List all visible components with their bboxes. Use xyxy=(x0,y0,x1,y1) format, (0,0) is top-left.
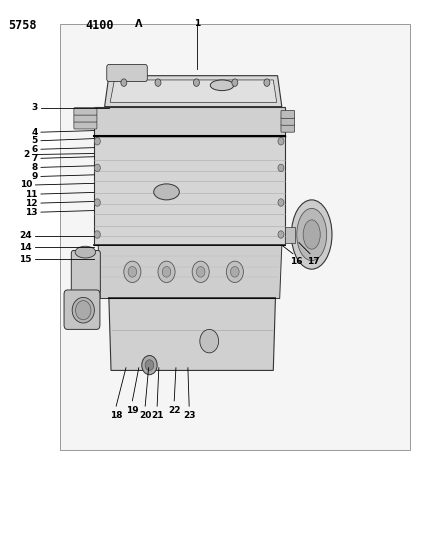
Circle shape xyxy=(141,356,157,375)
Circle shape xyxy=(155,79,161,86)
Polygon shape xyxy=(110,80,276,102)
Ellipse shape xyxy=(291,200,331,269)
Text: 11: 11 xyxy=(25,190,37,198)
Ellipse shape xyxy=(302,220,320,249)
FancyBboxPatch shape xyxy=(71,251,100,293)
Ellipse shape xyxy=(75,246,95,258)
Circle shape xyxy=(158,261,175,282)
Ellipse shape xyxy=(296,208,326,261)
Text: 3: 3 xyxy=(31,103,37,112)
FancyBboxPatch shape xyxy=(106,64,147,82)
Polygon shape xyxy=(94,107,285,136)
Circle shape xyxy=(199,329,218,353)
Text: 20: 20 xyxy=(139,411,151,421)
Polygon shape xyxy=(104,76,281,107)
Ellipse shape xyxy=(210,80,233,91)
Circle shape xyxy=(277,231,283,238)
Circle shape xyxy=(193,79,199,86)
Circle shape xyxy=(277,164,283,172)
Text: 18: 18 xyxy=(109,411,122,421)
Circle shape xyxy=(277,138,283,145)
Circle shape xyxy=(231,79,237,86)
Polygon shape xyxy=(285,227,294,243)
FancyBboxPatch shape xyxy=(74,115,97,122)
FancyBboxPatch shape xyxy=(280,110,294,118)
Text: 5: 5 xyxy=(31,136,37,145)
Text: 9: 9 xyxy=(31,172,37,181)
Circle shape xyxy=(145,360,153,370)
Text: 4: 4 xyxy=(31,128,37,136)
Circle shape xyxy=(94,231,100,238)
Ellipse shape xyxy=(153,184,179,200)
Circle shape xyxy=(263,79,269,86)
Circle shape xyxy=(124,261,141,282)
Text: 5758: 5758 xyxy=(9,19,37,31)
Text: 7: 7 xyxy=(31,154,37,163)
Text: 6: 6 xyxy=(31,145,37,154)
Text: 4100: 4100 xyxy=(85,19,114,31)
Text: 10: 10 xyxy=(20,181,32,189)
Text: 24: 24 xyxy=(19,231,32,240)
FancyBboxPatch shape xyxy=(74,108,97,115)
Circle shape xyxy=(75,301,91,320)
Circle shape xyxy=(230,266,239,277)
Text: 13: 13 xyxy=(25,208,37,216)
Circle shape xyxy=(162,266,170,277)
Text: 1: 1 xyxy=(194,19,200,28)
Circle shape xyxy=(94,164,100,172)
Circle shape xyxy=(94,199,100,206)
Bar xyxy=(60,24,409,450)
Circle shape xyxy=(192,261,209,282)
Text: 15: 15 xyxy=(20,255,32,263)
Text: 8: 8 xyxy=(31,163,37,172)
Text: Λ: Λ xyxy=(134,19,142,29)
Circle shape xyxy=(121,79,127,86)
Text: 2: 2 xyxy=(23,150,29,159)
Circle shape xyxy=(196,266,204,277)
Text: 17: 17 xyxy=(307,257,320,266)
Circle shape xyxy=(94,138,100,145)
Text: 23: 23 xyxy=(182,411,195,421)
Text: 14: 14 xyxy=(19,243,32,252)
Text: 22: 22 xyxy=(167,406,180,415)
Polygon shape xyxy=(94,136,285,245)
Circle shape xyxy=(226,261,243,282)
Circle shape xyxy=(277,199,283,206)
FancyBboxPatch shape xyxy=(280,117,294,125)
Text: 16: 16 xyxy=(290,257,302,266)
Text: 19: 19 xyxy=(126,406,138,415)
FancyBboxPatch shape xyxy=(64,290,100,329)
FancyBboxPatch shape xyxy=(74,122,97,129)
FancyBboxPatch shape xyxy=(280,124,294,132)
Text: 12: 12 xyxy=(25,199,37,207)
Polygon shape xyxy=(98,245,281,298)
Text: 21: 21 xyxy=(150,411,163,421)
Polygon shape xyxy=(109,298,275,370)
Ellipse shape xyxy=(72,297,94,323)
Circle shape xyxy=(128,266,136,277)
